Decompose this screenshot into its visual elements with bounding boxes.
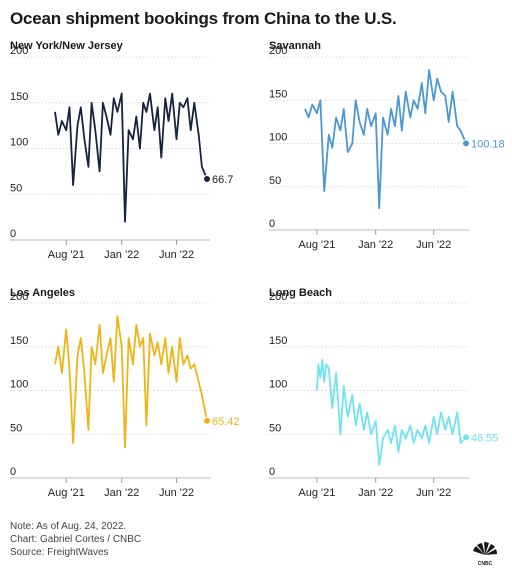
y-tick-label: 150 — [10, 335, 28, 347]
y-tick-label: 0 — [269, 466, 275, 478]
panel-title-new-york: New York/New Jersey — [10, 40, 123, 52]
y-tick-label: 150 — [10, 91, 28, 103]
note-text: Note: As of Aug. 24, 2022. — [10, 521, 127, 532]
y-tick-label: 200 — [269, 291, 287, 303]
x-tick-label: Jun '22 — [159, 487, 194, 499]
end-point — [203, 174, 211, 183]
y-tick-label: 200 — [10, 291, 28, 303]
y-tick-label: 100 — [269, 132, 287, 144]
y-tick-label: 50 — [10, 182, 22, 194]
end-value-label: 65.42 — [212, 416, 240, 428]
y-tick-label: 150 — [269, 335, 287, 347]
y-tick-label: 100 — [10, 379, 28, 391]
y-tick-label: 0 — [269, 218, 275, 230]
end-value-label: 46.55 — [471, 432, 499, 444]
x-tick-label: Aug '21 — [48, 249, 85, 261]
chart-panel-0: 0 50 100 150 200 Aug '21 Jan '22 Jun '22 66.7 — [10, 45, 233, 261]
chart-credit: Chart: Gabriel Cortes / CNBC — [10, 534, 142, 545]
y-tick-label: 0 — [10, 228, 16, 240]
series-line — [54, 92, 208, 223]
y-tick-label: 50 — [10, 422, 22, 434]
x-tick-label: Jan '22 — [358, 487, 393, 499]
y-tick-label: 200 — [269, 45, 287, 57]
y-tick-label: 50 — [269, 422, 281, 434]
y-tick-label: 200 — [10, 45, 28, 57]
x-tick-label: Jan '22 — [104, 249, 139, 261]
page-title: Ocean shipment bookings from China to th… — [10, 9, 397, 28]
cnbc-logo-text: CNBC — [478, 561, 493, 566]
x-tick-label: Aug '21 — [48, 487, 85, 499]
chart-panel-3: 0 50 100 150 200 Aug '21 Jan '22 Jun '22 46.55 — [269, 291, 499, 499]
chart-panel-1: 0 50 100 150 200 Aug '21 Jan '22 Jun '22 100.18 — [269, 45, 505, 251]
y-tick-label: 100 — [10, 137, 28, 149]
panel-title-savannah: Savannah — [269, 40, 321, 52]
end-point — [462, 139, 470, 148]
x-tick-label: Jun '22 — [416, 239, 451, 251]
source-text: Source: FreightWaves — [10, 547, 109, 558]
y-tick-label: 100 — [269, 379, 287, 391]
y-tick-label: 50 — [269, 175, 281, 187]
end-point — [462, 433, 470, 442]
end-point — [203, 416, 211, 425]
x-tick-label: Jun '22 — [416, 487, 451, 499]
chart-panel-2: 0 50 100 150 200 Aug '21 Jan '22 Jun '22 65.42 — [10, 291, 240, 499]
x-tick-label: Jan '22 — [104, 487, 139, 499]
end-value-label: 66.7 — [212, 174, 233, 186]
x-tick-label: Jan '22 — [358, 239, 393, 251]
series-line — [54, 315, 208, 449]
panel-title-long-beach: Long Beach — [269, 287, 332, 299]
x-tick-label: Jun '22 — [159, 249, 194, 261]
series-line — [304, 69, 467, 210]
y-tick-label: 0 — [10, 466, 16, 478]
charts-canvas: 0 50 100 150 200 Aug '21 Jan '22 Jun '22 66.7 0 50… — [10, 45, 505, 499]
panel-title-los-angeles: Los Angeles — [10, 287, 75, 299]
series-line — [316, 359, 467, 466]
x-tick-label: Aug '21 — [298, 239, 335, 251]
cnbc-peacock-icon: CNBC — [473, 541, 498, 566]
y-tick-label: 150 — [269, 88, 287, 100]
notes: Note: As of Aug. 24, 2022. Chart: Gabrie… — [10, 520, 141, 559]
end-value-label: 100.18 — [471, 138, 505, 150]
x-tick-label: Aug '21 — [298, 487, 335, 499]
